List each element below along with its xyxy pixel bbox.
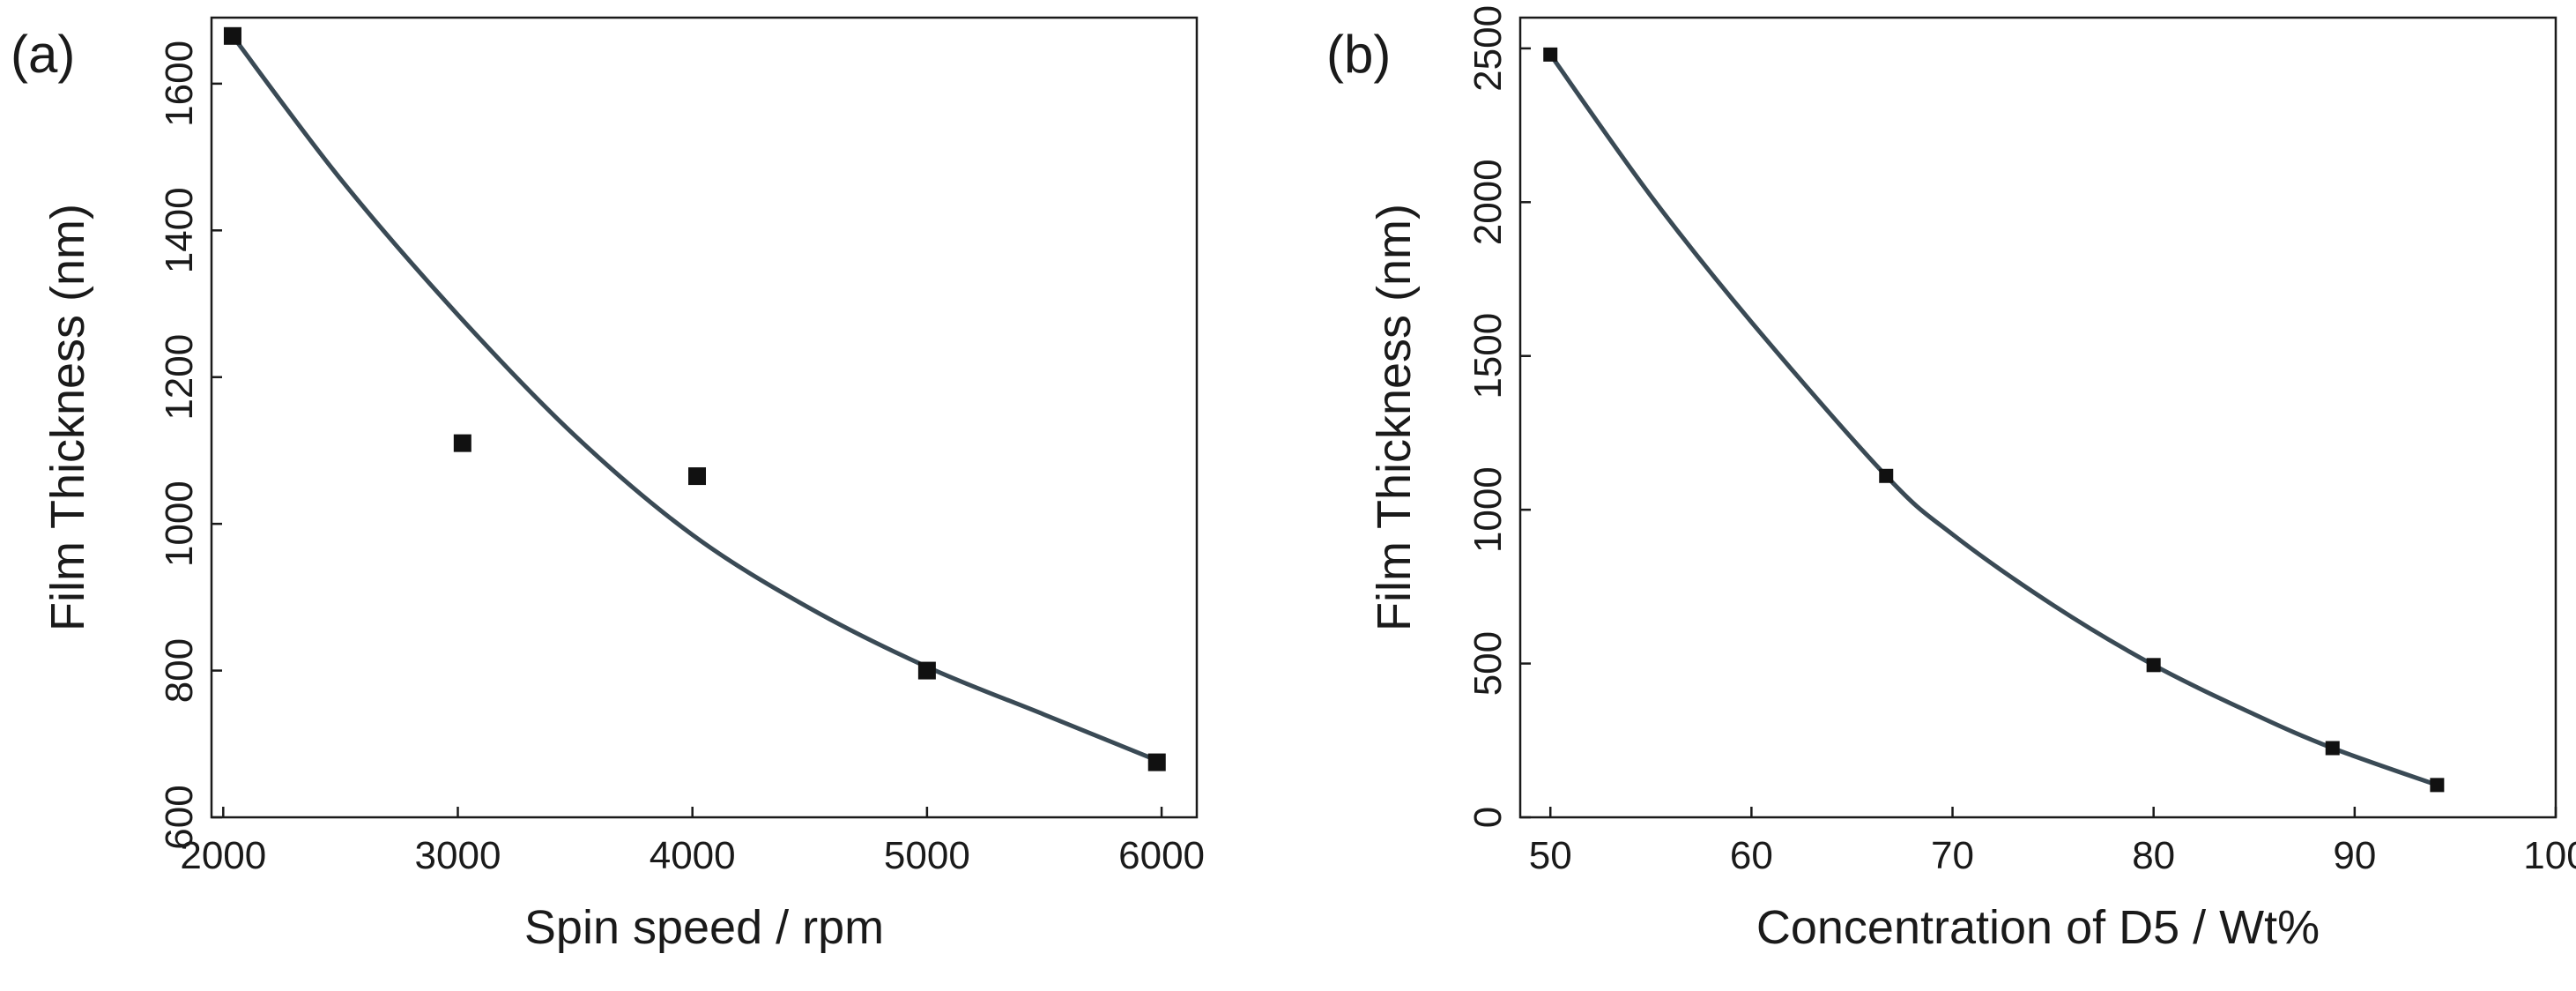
panel-a-xtick-label: 3000 bbox=[415, 834, 501, 877]
panel-a-label: (a) bbox=[11, 25, 75, 84]
panel-a-data-point bbox=[223, 26, 241, 45]
panel-b-xtick-label: 70 bbox=[1931, 834, 1974, 877]
panel-b-ytick-label: 1000 bbox=[1466, 466, 1510, 553]
panel-b-xlabel: Concentration of D5 / Wt% bbox=[1756, 901, 2320, 954]
panel-a-plot-frame bbox=[210, 16, 1199, 819]
panel-a-ytick-label: 1400 bbox=[158, 187, 201, 273]
panel-b-data-point bbox=[2146, 658, 2161, 673]
panel-a-xlabel: Spin speed / rpm bbox=[524, 901, 884, 954]
panel-b-xtick-label: 100 bbox=[2523, 834, 2576, 877]
panel-b-data-point bbox=[1543, 47, 1558, 62]
panel-b: 506070809010005001000150020002500Concent… bbox=[1326, 5, 2576, 954]
panel-a-ylabel: Film Thickness (nm) bbox=[41, 204, 94, 631]
panel-b-ytick-label: 2000 bbox=[1466, 159, 1510, 245]
panel-b-data-point bbox=[2430, 778, 2445, 793]
panel-b-xtick-label: 60 bbox=[1730, 834, 1773, 877]
panel-b-xtick-label: 80 bbox=[2132, 834, 2175, 877]
panel-b-xtick-label: 50 bbox=[1529, 834, 1572, 877]
panel-a-ytick-label: 1600 bbox=[158, 41, 201, 127]
panel-a-ytick-label: 1000 bbox=[158, 481, 201, 567]
panel-b-label: (b) bbox=[1326, 25, 1391, 84]
panel-a-ytick-label: 1200 bbox=[158, 334, 201, 421]
panel-a-data-point bbox=[453, 434, 471, 452]
panel-a-fit-curve bbox=[230, 34, 1163, 764]
panel-b-ylabel: Film Thickness (nm) bbox=[1368, 204, 1421, 631]
panel-b-ytick-label: 1500 bbox=[1466, 313, 1510, 399]
panel-b-plot-frame bbox=[1518, 16, 2557, 819]
panel-a: 2000 3000 4000 5000 6000 600 800 1000 1200 1400 16… bbox=[11, 16, 1205, 954]
panel-a-ytick-label: 800 bbox=[158, 638, 201, 703]
panel-b-ytick-label: 0 bbox=[1466, 807, 1510, 828]
panel-a-xtick-label: 5000 bbox=[884, 834, 970, 877]
panel-a-data-point bbox=[688, 467, 707, 486]
panel-a-xtick-label: 6000 bbox=[1118, 834, 1205, 877]
panel-a-ytick-label: 600 bbox=[158, 785, 201, 849]
panel-b-fit-curve bbox=[1548, 53, 2439, 787]
panel-a-data-point bbox=[917, 661, 936, 680]
panel-b-data-point bbox=[2325, 741, 2340, 756]
panel-b-data-point bbox=[1879, 468, 1894, 483]
panel-a-data-point bbox=[1147, 753, 1166, 771]
panel-a-xtick-label: 4000 bbox=[650, 834, 736, 877]
panel-b-xtick-label: 90 bbox=[2333, 834, 2376, 877]
panel-b-ytick-label: 500 bbox=[1466, 631, 1510, 696]
panel-a-xtick-label: 2000 bbox=[180, 834, 266, 877]
panel-b-ytick-label: 2500 bbox=[1466, 5, 1510, 92]
